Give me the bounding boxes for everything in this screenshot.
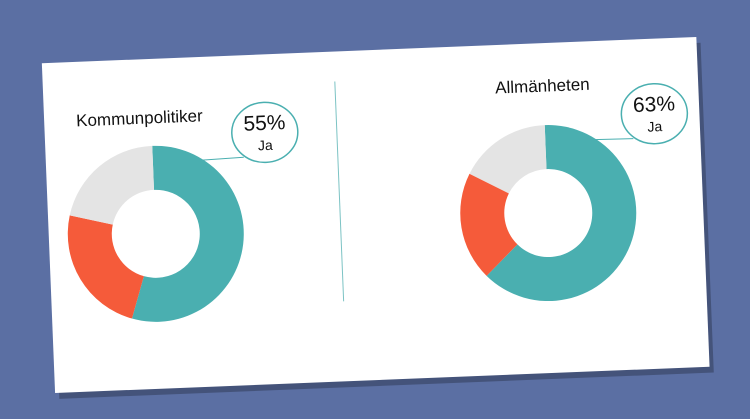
value-label: 63% xyxy=(633,92,676,117)
callout-bubble xyxy=(231,101,299,164)
category-label: Ja xyxy=(258,137,274,154)
chart-title: Allmänheten xyxy=(495,75,590,98)
callout-line xyxy=(589,138,634,141)
donut-segment xyxy=(469,125,547,194)
category-label: Ja xyxy=(647,118,663,135)
callout-line xyxy=(196,156,244,161)
callout-bubble xyxy=(620,82,689,145)
donut-segment xyxy=(131,145,244,322)
donut-segment xyxy=(69,145,155,225)
donut-segment xyxy=(460,173,518,276)
donut-segment xyxy=(67,215,144,319)
divider xyxy=(334,81,345,302)
value-label: 55% xyxy=(243,111,286,136)
donut-segment xyxy=(486,125,637,302)
